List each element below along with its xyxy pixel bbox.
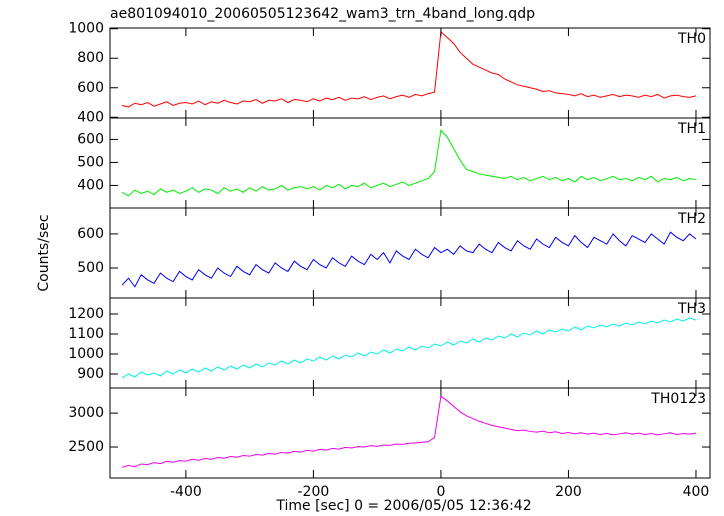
y-tick-label: 3000	[68, 405, 104, 421]
y-tick-label: 1000	[68, 21, 104, 37]
x-tick-label: 0	[436, 484, 445, 500]
data-line	[121, 231, 697, 288]
panel-label: TH0	[677, 31, 706, 47]
y-tick-label: 1000	[68, 346, 104, 362]
panel-label: TH1	[677, 121, 706, 137]
x-axis-label: Time [sec] 0 = 2006/05/05 12:36:42	[275, 498, 531, 514]
data-line	[121, 30, 697, 108]
chart-title: ae801094010_20060505123642_wam3_trn_4ban…	[110, 6, 535, 22]
panel-label: TH3	[677, 301, 706, 317]
x-tick-label: 400	[683, 484, 710, 500]
y-tick-label: 600	[77, 80, 104, 96]
panel-frame	[109, 387, 711, 479]
panel-label: TH0123	[650, 391, 706, 407]
panel-frame	[109, 27, 711, 119]
y-tick-label: 400	[77, 177, 104, 193]
y-tick-label: 900	[77, 366, 104, 382]
y-tick-label: 600	[77, 226, 104, 242]
y-axis-label: Counts/sec	[36, 214, 52, 291]
y-tick-label: 400	[77, 109, 104, 125]
x-tick-label: 200	[555, 484, 582, 500]
y-tick-label: 2500	[68, 439, 104, 455]
panel-frame	[109, 297, 711, 389]
y-tick-label: 1100	[68, 326, 104, 342]
data-line	[121, 317, 697, 379]
x-tick-label: -400	[170, 484, 202, 500]
panel-frame	[109, 117, 711, 209]
y-tick-label: 600	[77, 131, 104, 147]
y-tick-label: 500	[77, 260, 104, 276]
panel-label: TH2	[677, 211, 706, 227]
y-tick-label: 800	[77, 50, 104, 66]
y-tick-label: 1200	[68, 306, 104, 322]
data-line	[121, 395, 697, 468]
panel-frame	[109, 207, 711, 299]
x-tick-label: -200	[298, 484, 330, 500]
y-tick-label: 500	[77, 154, 104, 170]
data-line	[121, 129, 697, 197]
